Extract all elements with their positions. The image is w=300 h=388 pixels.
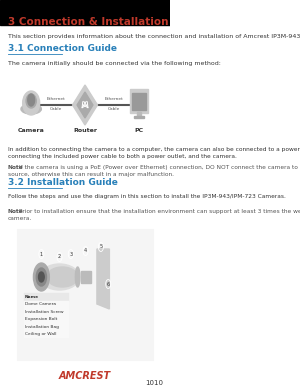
Text: 1010: 1010 [145,380,163,386]
Text: Installation Bag: Installation Bag [25,325,59,329]
Bar [136,112,141,117]
Circle shape [33,263,49,291]
Text: Camera: Camera [18,128,44,133]
Polygon shape [73,85,98,125]
Bar [24,300,69,308]
Ellipse shape [75,267,80,287]
Text: Router: Router [73,128,97,133]
Text: : Prior to installation ensure that the installation environment can support at : : Prior to installation ensure that the … [15,209,300,214]
Text: Installation Screw: Installation Screw [25,310,64,314]
Text: The camera initially should be connected via the following method:: The camera initially should be connected… [8,61,221,66]
Polygon shape [77,92,93,118]
Bar [132,93,146,110]
Bar [17,229,153,360]
Ellipse shape [21,104,41,114]
Text: connecting the included power cable to both a power outlet, and the camera.: connecting the included power cable to b… [8,154,237,159]
Text: Cable: Cable [107,107,120,111]
Text: Ceiling or Wall: Ceiling or Wall [25,332,56,336]
Text: Name: Name [25,295,39,299]
Bar [130,89,148,113]
Bar [81,271,91,283]
Text: 3.1 Connection Guide: 3.1 Connection Guide [8,44,117,53]
Text: AMCREST: AMCREST [59,371,111,381]
Text: Ethernet: Ethernet [104,97,123,101]
Text: 6: 6 [107,282,110,286]
Ellipse shape [40,264,79,290]
Text: 1: 1 [40,251,43,256]
Bar [24,315,69,323]
Text: 4: 4 [84,248,87,253]
Bar [24,308,69,315]
Text: Note: Note [8,209,24,214]
Text: source, otherwise this can result in a major malfunction.: source, otherwise this can result in a m… [8,172,174,177]
Text: In addition to connecting the camera to a computer, the camera can also be conne: In addition to connecting the camera to … [8,147,300,152]
Text: PC: PC [134,128,143,133]
Text: 5: 5 [99,244,102,249]
Ellipse shape [23,91,40,115]
Text: This section provides information about the connection and installation of Amcre: This section provides information about … [8,34,300,39]
Text: Expansion Bolt: Expansion Bolt [25,317,57,321]
Text: 2: 2 [58,255,61,260]
Text: 3 Connection & Installation: 3 Connection & Installation [8,17,168,27]
Text: Follow the steps and use the diagram in this section to install the IP3M-943/IPM: Follow the steps and use the diagram in … [8,194,286,199]
Circle shape [38,272,44,282]
Text: Cable: Cable [50,107,63,111]
Bar [24,323,69,331]
Bar [134,116,144,118]
Text: : If the camera is using a PoE (Power over Ethernet) connection, DO NOT connect : : If the camera is using a PoE (Power ov… [15,165,300,170]
Circle shape [28,94,34,106]
Text: Dome Camera: Dome Camera [25,302,56,306]
Text: 3.2 Installation Guide: 3.2 Installation Guide [8,178,118,187]
Text: camera.: camera. [8,216,32,221]
Bar [24,331,69,338]
Ellipse shape [26,94,36,108]
Bar [0,0,170,25]
Circle shape [36,268,46,286]
Ellipse shape [47,267,78,287]
Polygon shape [97,249,110,309]
Bar [24,293,69,300]
Text: Ethernet: Ethernet [47,97,66,101]
Text: 3: 3 [69,251,72,256]
Text: Note: Note [8,165,24,170]
